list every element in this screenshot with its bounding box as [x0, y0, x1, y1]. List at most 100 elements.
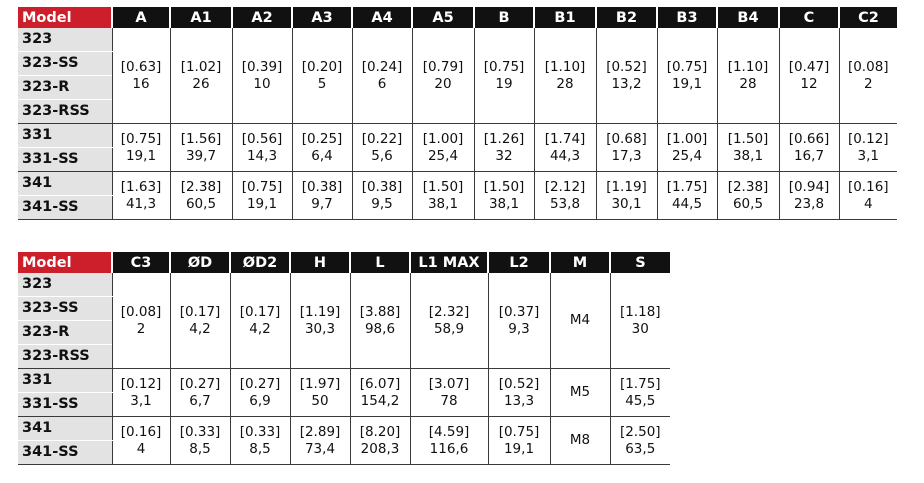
model-cell: 341 — [18, 416, 112, 441]
table-row: 323-RSS — [18, 99, 897, 124]
value-inch: [2.38] — [727, 178, 769, 195]
header-b1: B1 — [533, 7, 596, 28]
value-inch: [0.75] — [120, 130, 162, 147]
value-cell: [0.66] 16,7 — [778, 123, 839, 172]
value-inch: [0.33] — [179, 423, 221, 440]
value-cell: [0.16] 4 — [111, 416, 170, 465]
value-mm: 4 — [863, 195, 873, 212]
value-mm: 44,3 — [549, 147, 581, 164]
value-inch: [1.56] — [180, 130, 222, 147]
value-cell: [0.27] 6,9 — [229, 368, 290, 417]
value-inch: [0.17] — [239, 303, 281, 320]
header-l1-max: L1 MAX — [409, 252, 488, 273]
value-inch: [0.75] — [241, 178, 283, 195]
value-cell: [2.89] 73,4 — [289, 416, 350, 465]
value-mm: 5 — [317, 75, 327, 92]
header-model: Model — [18, 7, 112, 28]
value-mm: 60,5 — [185, 195, 217, 212]
value-mm: 13,3 — [503, 392, 535, 409]
value-mm: 45,5 — [625, 392, 656, 409]
model-cell: 331-SS — [18, 147, 112, 172]
value-inch: [1.10] — [727, 58, 769, 75]
value-cell: [0.39] 10 — [231, 28, 292, 124]
value-mm: 6 — [377, 75, 387, 92]
value-inch: [0.20] — [301, 58, 343, 75]
value-inch: [0.68] — [606, 130, 647, 147]
value-inch: [1.19] — [299, 303, 341, 320]
model-cell: 323-RSS — [18, 344, 112, 369]
value-inch: [1.00] — [422, 130, 464, 147]
value-inch: [0.52] — [606, 58, 647, 75]
value-cell: [0.79] 20 — [411, 28, 474, 124]
value-mm: 25,4 — [427, 147, 459, 164]
value-inch: [0.52] — [498, 375, 540, 392]
value-inch: [0.75] — [666, 58, 708, 75]
table-row: 323-SS — [18, 296, 670, 321]
value-mm: 4,2 — [189, 320, 211, 337]
header-c3: C3 — [111, 252, 170, 273]
value-inch: [0.25] — [301, 130, 343, 147]
value-cell: [0.68] 17,3 — [595, 123, 657, 172]
header-h: H — [289, 252, 350, 273]
header-model: Model — [18, 252, 112, 273]
value-cell: [1.00] 25,4 — [656, 123, 717, 172]
header-od: ØD — [169, 252, 230, 273]
value-inch: [0.08] — [120, 303, 162, 320]
model-cell: 323-SS — [18, 51, 112, 76]
value-cell: [0.75] 19,1 — [656, 28, 717, 124]
value-cell: [0.75] 19,1 — [487, 416, 550, 465]
table-row: 341 [0.16] 4 [0.33] 8,5 [0.33] 8,5 [2.89] 73,4 [8… — [18, 416, 670, 465]
value-mm: 41,3 — [125, 195, 157, 212]
value-cell: [0.20] 5 — [291, 28, 352, 124]
value-inch: [0.39] — [241, 58, 283, 75]
value-mm: 28 — [556, 75, 574, 92]
value-cell: [6.07] 154,2 — [349, 368, 410, 417]
value-mm: 10 — [253, 75, 271, 92]
header-m: M — [549, 252, 610, 273]
header-l2: L2 — [487, 252, 550, 273]
value-inch: [1.00] — [666, 130, 708, 147]
value-cell: [0.52] 13,2 — [595, 28, 657, 124]
value-mm: 60,5 — [732, 195, 764, 212]
value-cell: [2.38] 60,5 — [716, 171, 779, 220]
table-row: 341-SS — [18, 195, 897, 220]
value-inch: [1.19] — [606, 178, 647, 195]
value-inch: [1.63] — [120, 178, 162, 195]
dimensions-table-1: Model A A1 A2 A3 A4 A5 B B1 B2 B3 B4 C C… — [18, 7, 897, 220]
value-mm: 19,1 — [671, 75, 703, 92]
value-cell: [0.24] 6 — [351, 28, 412, 124]
value-cell: [0.38] 9,5 — [351, 171, 412, 220]
value-mm: 2 — [863, 75, 873, 92]
value-cell: [1.10] 28 — [716, 28, 779, 124]
value-mm: 8,5 — [249, 440, 271, 457]
value-inch: [2.32] — [428, 303, 470, 320]
value-mm: 9,7 — [311, 195, 333, 212]
table-row: 331-SS — [18, 147, 897, 172]
value-cell: [0.16] 4 — [838, 171, 897, 220]
value-inch: [6.07] — [359, 375, 401, 392]
table-row: 331 [0.12] 3,1 [0.27] 6,7 [0.27] 6,9 [1.97] 50 [6… — [18, 368, 670, 417]
value-cell: [0.52] 13,3 — [487, 368, 550, 417]
table-row: 331 [0.75] 19,1 [1.56] 39,7 [0.56] 14,3 [0.25] 6… — [18, 123, 897, 172]
value-inch: [2.38] — [180, 178, 222, 195]
value-mm: 32 — [495, 147, 513, 164]
table-row: 323-RSS — [18, 344, 670, 369]
value-inch: [1.18] — [619, 303, 661, 320]
value-mm: 25,4 — [671, 147, 703, 164]
header-row: Model C3 ØD ØD2 H L L1 MAX L2 M S — [18, 252, 670, 273]
value-inch: [2.50] — [619, 423, 661, 440]
value-mm: 208,3 — [360, 440, 400, 457]
header-a3: A3 — [291, 7, 352, 28]
value-mm: 78 — [440, 392, 458, 409]
value-cell: [0.25] 6,4 — [291, 123, 352, 172]
model-cell: 323 — [18, 28, 112, 52]
value-cell: [1.63] 41,3 — [111, 171, 170, 220]
header-a2: A2 — [231, 7, 292, 28]
table-row: 323 [0.08] 2 [0.17] 4,2 [0.17] 4,2 [1.19] 30,3 [3… — [18, 273, 670, 369]
table-row: 323 [0.63] 16 [1.02] 26 [0.39] 10 [0.20] 5 [0.24]… — [18, 28, 897, 124]
header-b3: B3 — [656, 7, 717, 28]
value-cell: [1.18] 30 — [609, 273, 670, 369]
value-cell: [1.97] 50 — [289, 368, 350, 417]
header-a5: A5 — [411, 7, 474, 28]
value-inch: [1.74] — [544, 130, 586, 147]
